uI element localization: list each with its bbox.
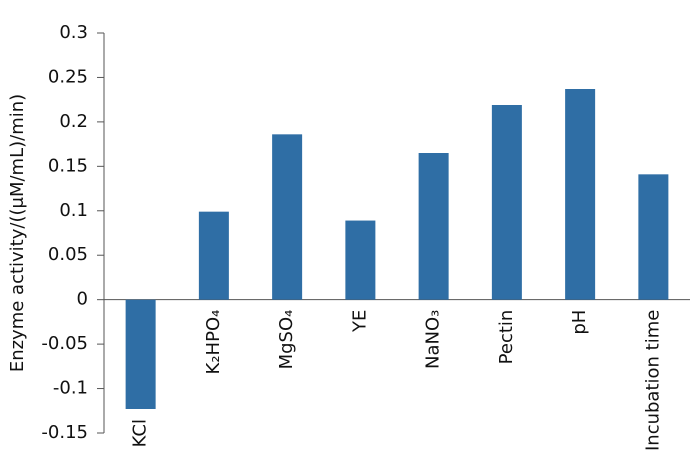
bar	[345, 220, 376, 300]
x-tick-label: K₂HPO₄	[203, 310, 224, 375]
bar	[125, 299, 156, 409]
y-tick-label: 0.15	[48, 155, 88, 176]
x-tick-label: KCl	[130, 419, 151, 447]
x-tick-label: MgSO₄	[276, 310, 297, 370]
x-tick-label: pH	[569, 310, 590, 335]
y-tick-label: 0	[77, 289, 88, 310]
y-tick-label: -0.05	[41, 333, 88, 354]
y-tick-label: 0.05	[48, 244, 88, 265]
y-tick-label: -0.15	[41, 422, 88, 443]
x-tick-label: YE	[349, 310, 370, 333]
bar	[638, 174, 669, 300]
x-tick-label: NaNO₃	[423, 310, 444, 369]
bar	[272, 134, 303, 300]
y-tick-label: 0.1	[59, 200, 88, 221]
y-tick-label: 0.2	[59, 111, 88, 132]
y-axis-label: Enzyme activity/((μM/mL)/min)	[7, 94, 28, 372]
x-tick-label: Incubation time	[642, 310, 663, 451]
bar	[491, 105, 522, 300]
bar	[565, 89, 596, 300]
bar	[198, 211, 229, 300]
y-tick-label: -0.1	[53, 378, 88, 399]
x-tick-label: Pectin	[496, 310, 517, 365]
y-tick-label: 0.25	[48, 66, 88, 87]
bar	[418, 153, 449, 300]
y-tick-label: 0.3	[59, 22, 88, 43]
